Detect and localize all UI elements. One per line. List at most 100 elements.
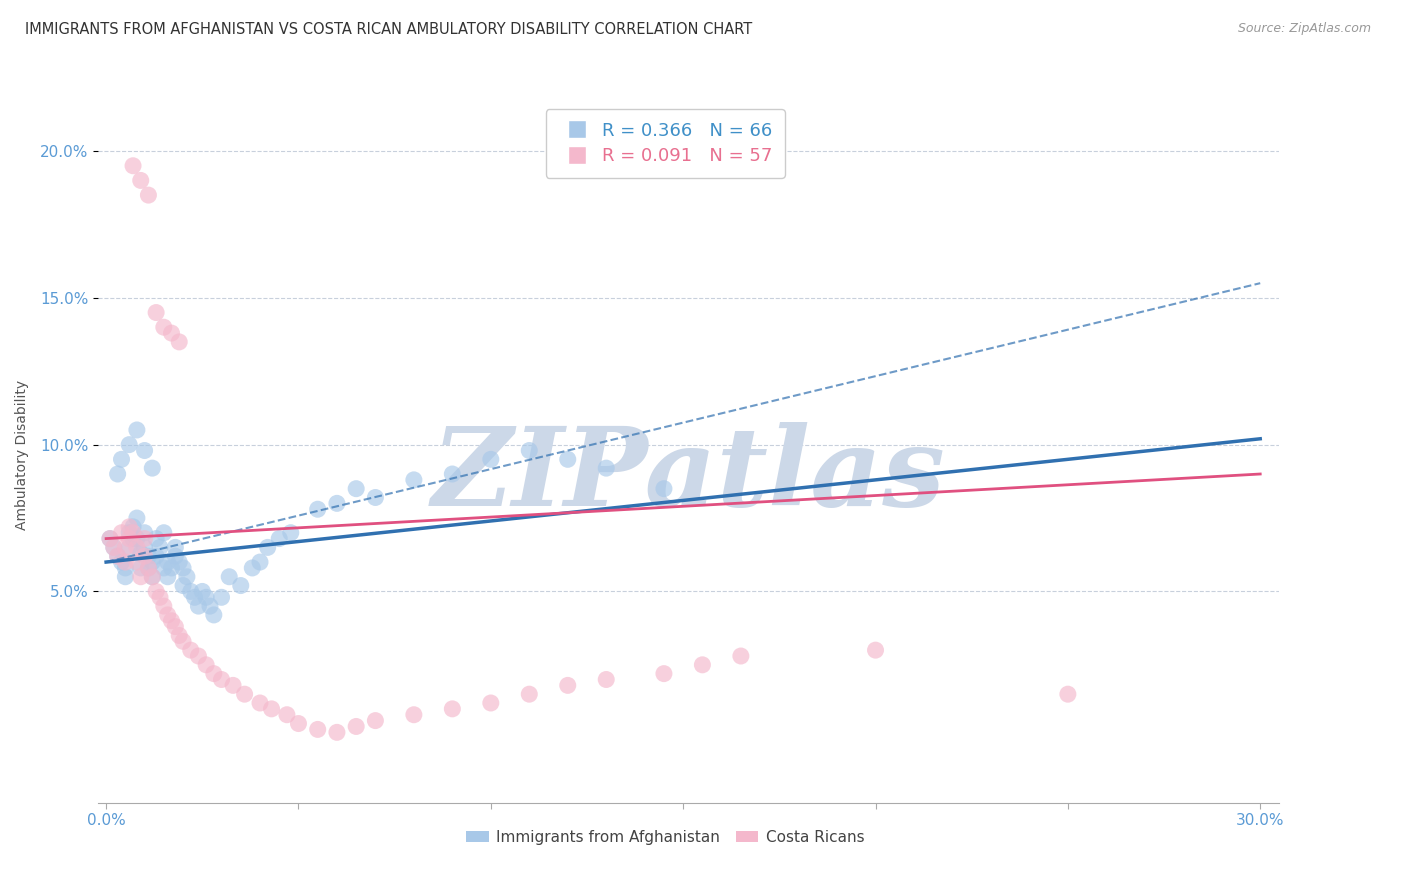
Point xyxy=(160,561,183,575)
Point xyxy=(276,707,298,722)
Point xyxy=(129,546,152,560)
Point xyxy=(211,591,233,605)
Point xyxy=(125,555,148,569)
Point xyxy=(134,549,156,564)
Point xyxy=(287,716,309,731)
Point xyxy=(172,578,194,592)
Point xyxy=(517,443,540,458)
Point xyxy=(191,584,214,599)
Point xyxy=(249,555,271,569)
Point xyxy=(160,614,183,628)
Point xyxy=(652,482,675,496)
Point xyxy=(98,532,121,546)
Point xyxy=(479,452,502,467)
Point xyxy=(165,541,187,555)
Point xyxy=(280,525,302,540)
Point xyxy=(172,634,194,648)
Point xyxy=(118,437,141,451)
Point xyxy=(260,702,283,716)
Point xyxy=(145,584,167,599)
Point xyxy=(134,541,156,555)
Point xyxy=(198,599,221,613)
Point xyxy=(402,707,425,722)
Point xyxy=(402,473,425,487)
Point xyxy=(114,570,136,584)
Point xyxy=(138,188,160,202)
Point xyxy=(557,452,579,467)
Text: IMMIGRANTS FROM AFGHANISTAN VS COSTA RICAN AMBULATORY DISABILITY CORRELATION CHA: IMMIGRANTS FROM AFGHANISTAN VS COSTA RIC… xyxy=(25,22,752,37)
Point xyxy=(256,541,278,555)
Point xyxy=(125,532,148,546)
Point xyxy=(692,657,714,672)
Point xyxy=(114,555,136,569)
Legend: Immigrants from Afghanistan, Costa Ricans: Immigrants from Afghanistan, Costa Rican… xyxy=(460,823,870,851)
Point xyxy=(122,159,145,173)
Point xyxy=(441,467,464,481)
Point xyxy=(138,561,160,575)
Point xyxy=(134,443,156,458)
Point xyxy=(211,673,233,687)
Point xyxy=(134,525,156,540)
Point xyxy=(129,561,152,575)
Point xyxy=(183,591,205,605)
Point xyxy=(652,666,675,681)
Point xyxy=(103,541,125,555)
Point xyxy=(195,591,218,605)
Point xyxy=(595,673,617,687)
Point xyxy=(156,607,179,622)
Point xyxy=(233,687,256,701)
Point xyxy=(125,511,148,525)
Point xyxy=(122,532,145,546)
Point xyxy=(441,702,464,716)
Point xyxy=(103,541,125,555)
Point xyxy=(129,173,152,187)
Point xyxy=(125,423,148,437)
Point xyxy=(114,561,136,575)
Point xyxy=(187,648,209,663)
Point xyxy=(195,657,218,672)
Point xyxy=(326,496,349,510)
Point xyxy=(149,541,172,555)
Point xyxy=(138,561,160,575)
Point xyxy=(307,723,329,737)
Point xyxy=(153,599,176,613)
Point xyxy=(153,525,176,540)
Point xyxy=(517,687,540,701)
Point xyxy=(730,648,752,663)
Point xyxy=(344,482,367,496)
Point xyxy=(165,549,187,564)
Point xyxy=(156,570,179,584)
Point xyxy=(364,714,387,728)
Point xyxy=(141,570,163,584)
Point xyxy=(110,555,132,569)
Point xyxy=(176,570,198,584)
Point xyxy=(180,643,202,657)
Point xyxy=(229,578,252,592)
Point xyxy=(165,620,187,634)
Point xyxy=(110,452,132,467)
Point xyxy=(167,628,190,642)
Point xyxy=(118,520,141,534)
Point xyxy=(141,570,163,584)
Point xyxy=(149,591,172,605)
Point xyxy=(129,570,152,584)
Text: ZIPatlas: ZIPatlas xyxy=(432,422,946,530)
Point xyxy=(156,555,179,569)
Point xyxy=(125,541,148,555)
Point xyxy=(134,532,156,546)
Text: Source: ZipAtlas.com: Source: ZipAtlas.com xyxy=(1237,22,1371,36)
Point xyxy=(222,678,245,692)
Point xyxy=(145,549,167,564)
Point xyxy=(107,549,129,564)
Point xyxy=(202,607,225,622)
Point xyxy=(122,520,145,534)
Point xyxy=(118,532,141,546)
Y-axis label: Ambulatory Disability: Ambulatory Disability xyxy=(15,380,30,530)
Point xyxy=(202,666,225,681)
Point xyxy=(249,696,271,710)
Point xyxy=(326,725,349,739)
Point xyxy=(218,570,240,584)
Point xyxy=(118,525,141,540)
Point xyxy=(557,678,579,692)
Point xyxy=(107,549,129,564)
